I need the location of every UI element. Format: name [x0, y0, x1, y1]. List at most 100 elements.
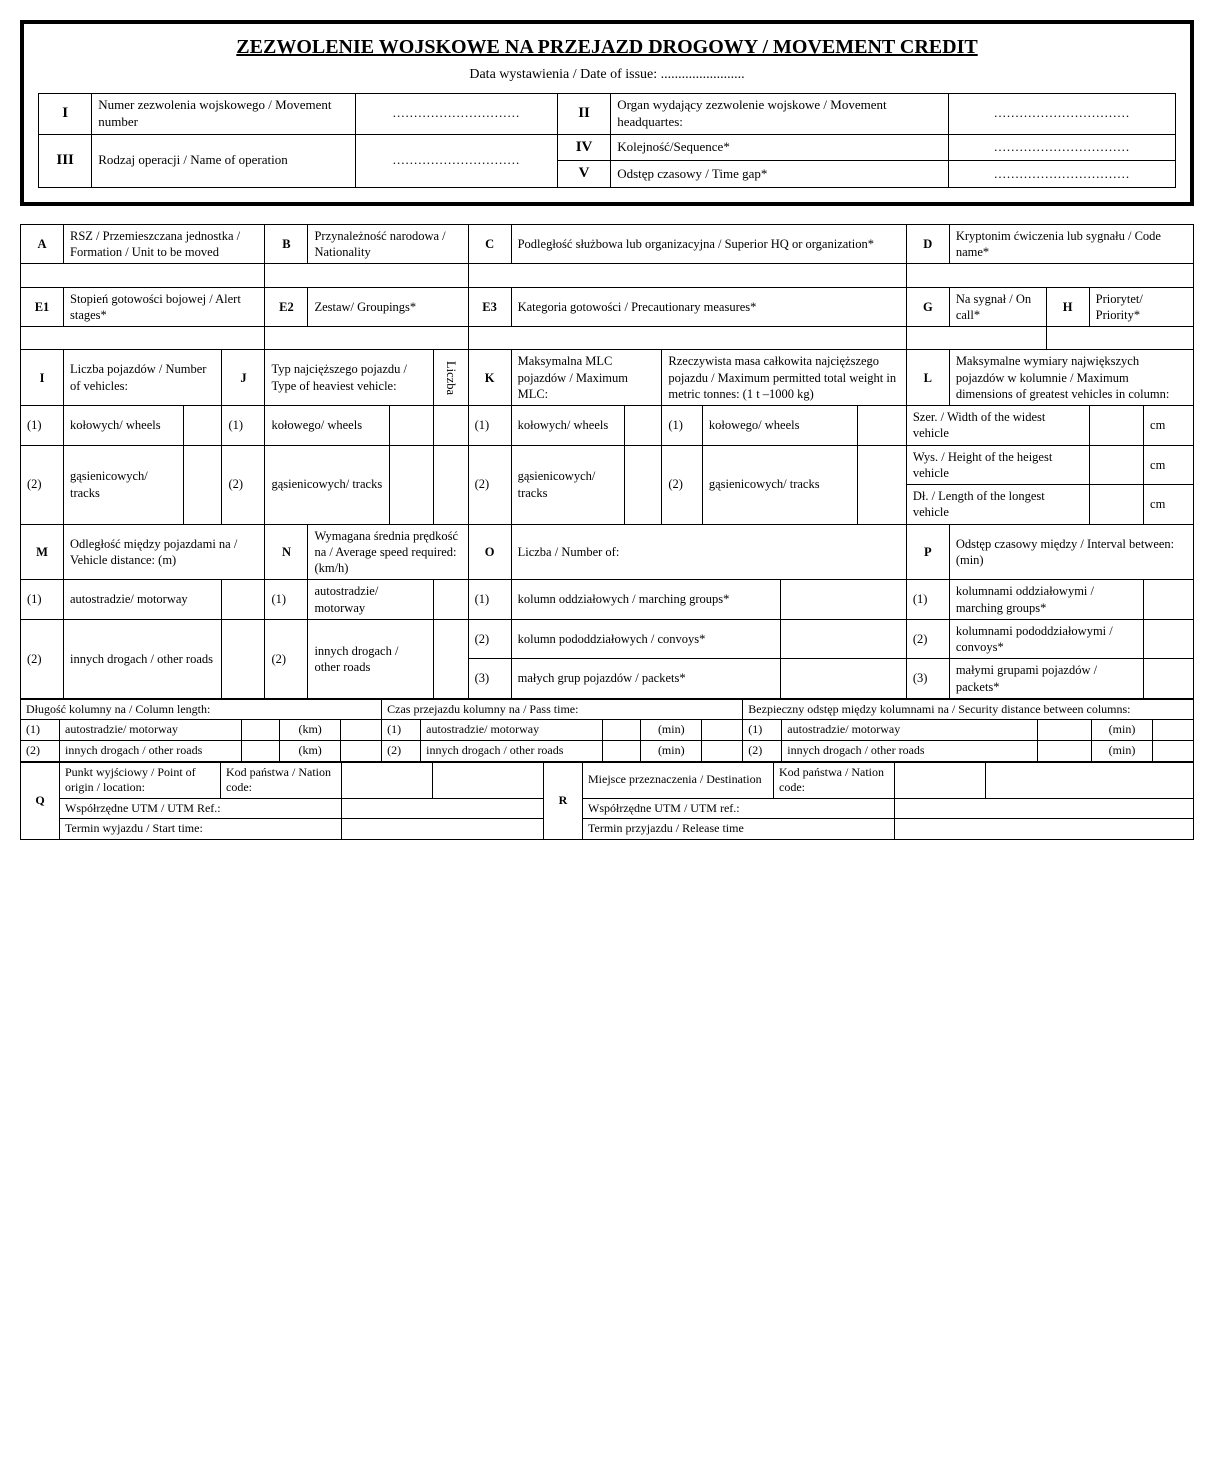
E2-id: E2 — [265, 287, 308, 327]
J-1-liczba[interactable] — [433, 406, 468, 446]
cl-2-extra[interactable] — [341, 740, 382, 761]
A-value[interactable] — [21, 264, 265, 287]
I2-label: Liczba pojazdów / Number of vehicles: — [64, 350, 222, 406]
J-id: J — [222, 350, 265, 406]
Kr-1-value[interactable] — [858, 406, 906, 446]
O-2-value[interactable] — [780, 619, 906, 659]
B-label: Przynależność narodowa / Nationality — [308, 224, 468, 264]
B-value[interactable] — [265, 264, 468, 287]
M-1-label: autostradzie/ motorway — [64, 580, 222, 620]
P-2-value[interactable] — [1144, 619, 1194, 659]
cell-III-id: III — [39, 134, 92, 187]
cl-1-value[interactable] — [242, 720, 280, 741]
L-length-value[interactable] — [1089, 485, 1143, 525]
M-id: M — [21, 524, 64, 580]
I-2-value[interactable] — [183, 445, 222, 524]
E2-value[interactable] — [265, 327, 468, 350]
cl-1-extra[interactable] — [341, 720, 382, 741]
sd-1-value[interactable] — [1038, 720, 1092, 741]
R-nation-value[interactable] — [895, 762, 986, 798]
cell-I-value[interactable]: .............................. — [356, 94, 558, 135]
J-liczba: Liczba — [433, 350, 468, 406]
G-value[interactable] — [906, 327, 1046, 350]
Q-start-value[interactable] — [342, 819, 544, 840]
R-utm-value[interactable] — [895, 798, 1194, 819]
cl-2-value[interactable] — [242, 740, 280, 761]
J-1-value[interactable] — [389, 406, 433, 446]
P-3-value[interactable] — [1144, 659, 1194, 699]
cl-2-unit: (km) — [280, 740, 341, 761]
cell-V-value[interactable]: ................................ — [949, 161, 1176, 188]
C-value[interactable] — [468, 264, 906, 287]
O-2: (2) — [468, 619, 511, 659]
E1-value[interactable] — [21, 327, 265, 350]
sd-1-extra[interactable] — [1153, 720, 1194, 741]
cell-IV-value[interactable]: ................................ — [949, 134, 1176, 161]
M-2-value[interactable] — [222, 619, 265, 698]
Q-utm-value[interactable] — [342, 798, 544, 819]
N-2-value[interactable] — [433, 619, 468, 698]
L-length-unit: cm — [1144, 485, 1194, 525]
P-label: Odstęp czasowy między / Interval between… — [949, 524, 1193, 580]
header-table: I Numer zezwolenia wojskowego / Movement… — [38, 93, 1176, 188]
R-dest-value[interactable] — [986, 762, 1194, 798]
O-3: (3) — [468, 659, 511, 699]
P-1-label: kolumnami oddziałowymi / marching groups… — [949, 580, 1143, 620]
R-release-value[interactable] — [895, 819, 1194, 840]
R-nation: Kod państwa / Nation code: — [774, 762, 895, 798]
E3-value[interactable] — [468, 327, 906, 350]
K-1-value[interactable] — [625, 406, 662, 446]
pt-1: (1) — [382, 720, 421, 741]
Q-nation-value[interactable] — [342, 762, 433, 798]
M-1-value[interactable] — [222, 580, 265, 620]
cell-IV-label: Kolejność/Sequence* — [611, 134, 949, 161]
pt-2-value[interactable] — [603, 740, 641, 761]
C-label: Podległość służbowa lub organizacyjna / … — [511, 224, 906, 264]
Kr-1: (1) — [662, 406, 702, 446]
L-width: Szer. / Width of the widest vehicle — [906, 406, 1089, 446]
L-width-value[interactable] — [1089, 406, 1143, 446]
O-3-value[interactable] — [780, 659, 906, 699]
cell-III-value[interactable]: .............................. — [356, 134, 558, 187]
D-value[interactable] — [906, 264, 1193, 287]
Kr-2-value[interactable] — [858, 445, 906, 524]
J-1-label: kołowego/ wheels — [265, 406, 389, 446]
pt-2-extra[interactable] — [702, 740, 743, 761]
H-id: H — [1046, 287, 1089, 327]
H-value[interactable] — [1046, 327, 1193, 350]
L-height-value[interactable] — [1089, 445, 1143, 485]
pt-1-value[interactable] — [603, 720, 641, 741]
Q-utm: Współrzędne UTM / UTM Ref.: — [60, 798, 342, 819]
K-2-value[interactable] — [625, 445, 662, 524]
N-1-value[interactable] — [433, 580, 468, 620]
E2-label: Zestaw/ Groupings* — [308, 287, 468, 327]
sd-2-unit: (min) — [1092, 740, 1153, 761]
J-2-label: gąsienicowych/ tracks — [265, 445, 389, 524]
cl-1-unit: (km) — [280, 720, 341, 741]
Q-origin-value[interactable] — [433, 762, 544, 798]
pt-2-label: innych drogach / other roads — [421, 740, 603, 761]
J-2-value[interactable] — [389, 445, 433, 524]
N-1: (1) — [265, 580, 308, 620]
K-2: (2) — [468, 445, 511, 524]
G-label: Na sygnał / On call* — [949, 287, 1046, 327]
R-dest: Miejsce przeznaczenia / Destination — [583, 762, 774, 798]
cell-II-id: II — [557, 94, 610, 135]
L-id: L — [906, 350, 949, 406]
form-title: ZEZWOLENIE WOJSKOWE NA PRZEJAZD DROGOWY … — [38, 36, 1176, 59]
sd-2-extra[interactable] — [1153, 740, 1194, 761]
I-1-value[interactable] — [183, 406, 222, 446]
Q-start: Termin wyjazdu / Start time: — [60, 819, 342, 840]
Q-origin: Punkt wyjściowy / Point of origin / loca… — [60, 762, 221, 798]
cell-II-value[interactable]: ................................ — [949, 94, 1176, 135]
I-2: (2) — [21, 445, 64, 524]
J-2-liczba[interactable] — [433, 445, 468, 524]
P-1-value[interactable] — [1144, 580, 1194, 620]
cell-IV-id: IV — [557, 134, 610, 161]
O-1-value[interactable] — [780, 580, 906, 620]
pt-1-extra[interactable] — [702, 720, 743, 741]
sd-2-value[interactable] — [1038, 740, 1092, 761]
pt-2-unit: (min) — [641, 740, 702, 761]
C-id: C — [468, 224, 511, 264]
B-id: B — [265, 224, 308, 264]
